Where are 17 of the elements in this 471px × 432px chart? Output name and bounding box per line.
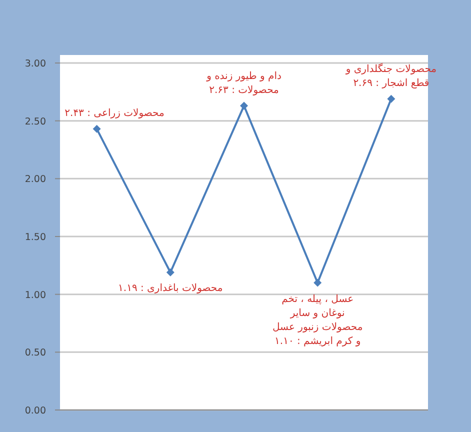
annotation: محصولات زراعی : ۲.۴۳ xyxy=(64,106,166,121)
point xyxy=(314,278,322,287)
annotation: محصولات جنگلداری و قطع اشجار : ۲.۶۹ xyxy=(344,62,438,91)
y-tick-label: 2.00 xyxy=(24,174,46,186)
y-tick-label: 3.00 xyxy=(24,58,46,70)
y-tick-label: 0.50 xyxy=(24,348,46,359)
point xyxy=(240,102,248,110)
annotation: دام و طیور زنده و محصولات : ۲.۶۳ xyxy=(205,70,282,98)
y-tick-label: 1.50 xyxy=(24,232,46,243)
y-tick-label: 0.00 xyxy=(24,406,46,416)
point xyxy=(166,268,174,276)
point xyxy=(92,124,101,133)
annotation: عسل ، پیله ، تخم نوغان و سایر محصولات زنبور عسل و کرم ابریشم : ۱.۱۰ xyxy=(271,292,364,349)
y-tick-label: 2.50 xyxy=(24,116,46,128)
y-tick-label: 1.00 xyxy=(24,290,46,301)
point xyxy=(387,94,396,103)
annotation: محصولات باغداری : ۱.۱۹ xyxy=(118,282,223,296)
